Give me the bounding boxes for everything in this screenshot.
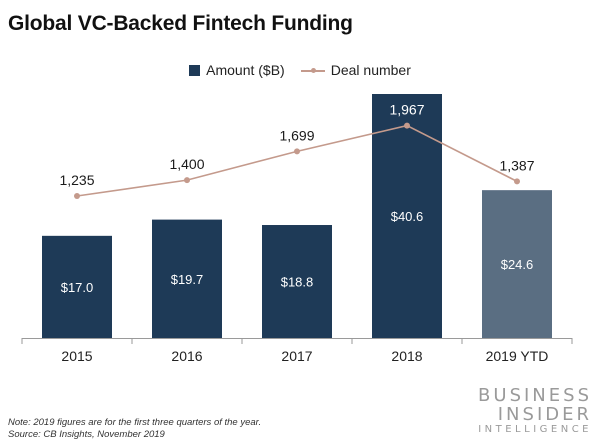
legend-swatch-deals: [300, 65, 325, 76]
deal-value-label: 1,699: [279, 127, 314, 143]
business-insider-intelligence-logo: BUSINESS INSIDER INTELLIGENCE: [478, 386, 592, 436]
bar-value-label: $18.8: [281, 275, 314, 290]
legend-item-amount: Amount ($B): [189, 62, 285, 78]
deal-point: [74, 192, 80, 199]
legend-label-deals: Deal number: [330, 62, 411, 78]
deal-point: [514, 178, 520, 185]
deal-value-label: 1,967: [389, 102, 424, 118]
deal-value-label: 1,400: [169, 156, 204, 172]
deal-point: [294, 148, 300, 155]
deal-point: [184, 177, 190, 184]
bar-2015: [42, 235, 112, 338]
chart-title: Global VC-Backed Fintech Funding: [8, 12, 353, 35]
bar-value-label: $19.7: [171, 272, 204, 287]
x-tick-label: 2019 YTD: [486, 348, 549, 364]
bar-2016: [152, 219, 222, 338]
x-tick-label: 2016: [171, 348, 202, 364]
bar-2019-ytd: [482, 190, 552, 338]
deal-value-label: 1,387: [499, 157, 534, 173]
brand-line-1: BUSINESS: [478, 385, 592, 406]
brand-line-2: INSIDER: [497, 404, 592, 425]
note-text: Note: 2019 figures are for the first thr…: [8, 417, 262, 428]
brand-line-3: INTELLIGENCE: [478, 424, 592, 435]
bar-value-label: $40.6: [391, 209, 424, 224]
bar-value-label: $17.0: [61, 280, 94, 295]
source-text: Source: CB Insights, November 2019: [8, 429, 165, 440]
x-tick-label: 2018: [391, 348, 422, 364]
legend-item-deals: Deal number: [300, 62, 411, 78]
chart-footnote: Note: 2019 figures are for the first thr…: [8, 417, 261, 441]
bar-2018: [372, 94, 442, 338]
legend-label-amount: Amount ($B): [206, 62, 285, 78]
x-tick-label: 2015: [61, 348, 92, 364]
deal-value-label: 1,235: [59, 172, 94, 188]
deal-point: [404, 122, 410, 129]
legend-swatch-amount: [189, 64, 201, 76]
bar-2017: [262, 225, 332, 338]
x-tick-label: 2017: [281, 348, 312, 364]
chart-legend: Amount ($B) Deal number: [0, 62, 600, 78]
bar-value-label: $24.6: [501, 257, 534, 272]
